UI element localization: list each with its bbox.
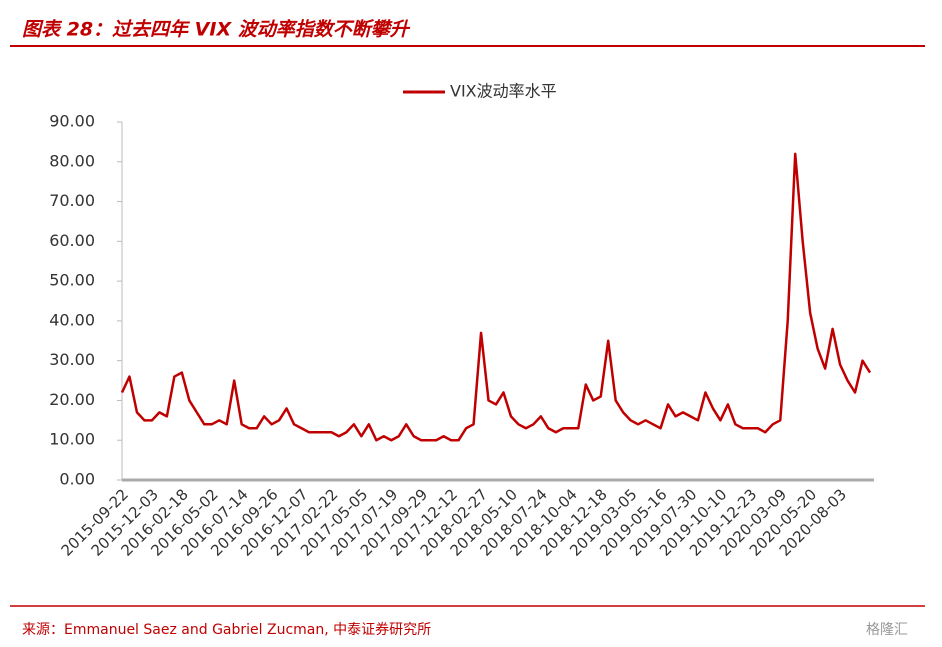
y-tick-label: 80.00 <box>49 151 95 170</box>
watermark: 格隆汇 <box>866 622 908 638</box>
y-tick-label: 0.00 <box>59 470 95 489</box>
header-title: 图表 28：过去四年 VIX 波动率指数不断攀升 <box>22 19 411 41</box>
y-tick-label: 60.00 <box>49 231 95 250</box>
line-series <box>120 152 872 442</box>
y-tick-label: 90.00 <box>49 112 95 131</box>
y-tick-label: 10.00 <box>49 430 95 449</box>
y-tick-label: 50.00 <box>49 271 95 290</box>
y-tick-label: 30.00 <box>49 350 95 369</box>
y-tick-label: 20.00 <box>49 390 95 409</box>
source: 来源：Emmanuel Saez and Gabriel Zucman, 中泰证… <box>22 622 431 638</box>
y-tick-label: 70.00 <box>49 191 95 210</box>
y-tick-label: 40.00 <box>49 310 95 329</box>
legend-label: VIX波动率水平 <box>450 82 557 101</box>
